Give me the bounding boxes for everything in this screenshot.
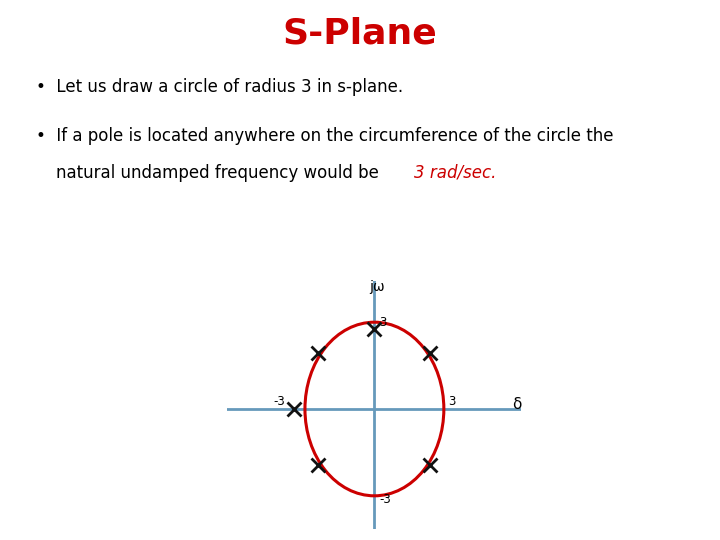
Text: -3: -3	[379, 494, 391, 507]
Text: S-Plane: S-Plane	[283, 16, 437, 50]
Text: -3: -3	[273, 395, 285, 408]
Text: δ: δ	[513, 397, 522, 411]
Text: 3: 3	[448, 395, 455, 408]
Text: 3 rad/sec.: 3 rad/sec.	[414, 164, 496, 181]
Text: natural undamped frequency would be: natural undamped frequency would be	[56, 164, 384, 181]
Text: •  Let us draw a circle of radius 3 in s-plane.: • Let us draw a circle of radius 3 in s-…	[36, 78, 403, 96]
Text: jω: jω	[369, 280, 385, 294]
Text: •  If a pole is located anywhere on the circumference of the circle the: • If a pole is located anywhere on the c…	[36, 127, 613, 145]
Text: 3: 3	[379, 316, 387, 329]
